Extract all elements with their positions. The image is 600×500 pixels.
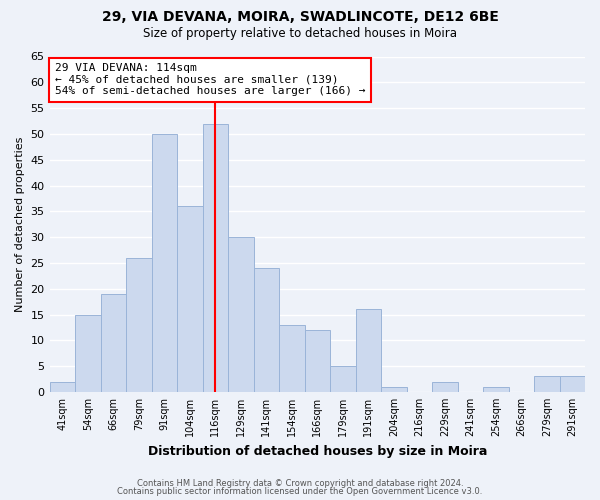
Text: Size of property relative to detached houses in Moira: Size of property relative to detached ho… bbox=[143, 28, 457, 40]
Bar bbox=[432, 382, 458, 392]
Bar bbox=[203, 124, 228, 392]
Bar bbox=[330, 366, 356, 392]
Bar bbox=[381, 387, 407, 392]
Bar bbox=[279, 325, 305, 392]
X-axis label: Distribution of detached houses by size in Moira: Distribution of detached houses by size … bbox=[148, 444, 487, 458]
Text: Contains HM Land Registry data © Crown copyright and database right 2024.: Contains HM Land Registry data © Crown c… bbox=[137, 478, 463, 488]
Bar bbox=[534, 376, 560, 392]
Bar bbox=[305, 330, 330, 392]
Bar bbox=[177, 206, 203, 392]
Bar bbox=[483, 387, 509, 392]
Bar bbox=[356, 310, 381, 392]
Bar bbox=[228, 237, 254, 392]
Bar bbox=[254, 268, 279, 392]
Bar bbox=[50, 382, 75, 392]
Text: Contains public sector information licensed under the Open Government Licence v3: Contains public sector information licen… bbox=[118, 487, 482, 496]
Bar bbox=[101, 294, 126, 392]
Bar bbox=[152, 134, 177, 392]
Text: 29, VIA DEVANA, MOIRA, SWADLINCOTE, DE12 6BE: 29, VIA DEVANA, MOIRA, SWADLINCOTE, DE12… bbox=[101, 10, 499, 24]
Text: 29 VIA DEVANA: 114sqm
← 45% of detached houses are smaller (139)
54% of semi-det: 29 VIA DEVANA: 114sqm ← 45% of detached … bbox=[55, 63, 365, 96]
Y-axis label: Number of detached properties: Number of detached properties bbox=[15, 136, 25, 312]
Bar bbox=[75, 314, 101, 392]
Bar bbox=[126, 258, 152, 392]
Bar bbox=[560, 376, 585, 392]
